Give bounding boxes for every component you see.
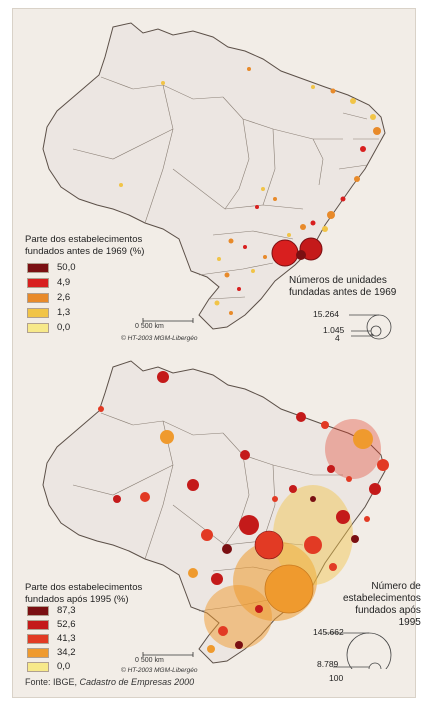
legend-item: 4,9: [27, 277, 70, 288]
brazil-map-1969: [42, 22, 392, 340]
scale-label: 0 500 km: [135, 657, 164, 664]
legend-item: 50,0: [27, 262, 76, 273]
legend-value: 2,6: [57, 292, 71, 303]
source-note: Fonte: IBGE, Cadastro de Empresas 2000: [25, 677, 195, 687]
brazil-map-1995: [42, 360, 392, 678]
legend-swatch: [27, 307, 49, 318]
scale-bar-2: [142, 652, 194, 657]
legend-item: 34,2: [27, 647, 76, 658]
legend-value: 1,3: [57, 307, 71, 318]
legend-swatch: [27, 292, 49, 303]
legend-swatch: [27, 322, 49, 333]
legend-swatch: [27, 661, 49, 672]
legend-title-1995: Parte dos estabelecimentos fundados após…: [25, 582, 143, 605]
legend-title-1969: Parte dos estabelecimentos fundados ante…: [25, 234, 145, 257]
circle-size-legend-1: [349, 314, 392, 340]
legend-value: 87,3: [57, 605, 76, 616]
legend-item: 87,3: [27, 605, 76, 616]
legend-item: 52,6: [27, 619, 76, 630]
scale-label: 0 500 km: [135, 323, 164, 330]
legend-item: 41,3: [27, 633, 76, 644]
legend-swatch: [27, 262, 49, 273]
legend-item: 0,0: [27, 661, 70, 672]
legend-swatch: [27, 647, 49, 658]
circle-value-medium: 8.789: [317, 659, 339, 669]
map-credit: © HT-2003 MGM-Libergéo: [121, 335, 198, 342]
establishment-markers-1969: [119, 67, 381, 315]
circle-value-small: 4: [335, 333, 340, 343]
establishment-markers-1995: [98, 371, 389, 653]
circle-legend-title-1995: Número de estabelecimentos fundados após…: [343, 581, 421, 628]
scale-bar-1: [142, 318, 194, 323]
circle-value-large: 145.662: [313, 627, 344, 637]
legend-value: 0,0: [57, 322, 71, 333]
legend-value: 50,0: [57, 262, 76, 273]
legend-item: 2,6: [27, 292, 70, 303]
circle-legend-title-1969: Números de unidades fundadas antes de 19…: [289, 275, 397, 298]
legend-value: 41,3: [57, 633, 76, 644]
legend-item: 0,0: [27, 322, 70, 333]
legend-swatch: [27, 633, 49, 644]
circle-value-small: 100: [329, 673, 344, 683]
map-credit: © HT-2003 MGM-Libergéo: [121, 667, 198, 674]
legend-value: 52,6: [57, 619, 76, 630]
legend-value: 34,2: [57, 647, 76, 658]
map-before-1969: Parte dos estabelecimentos fundados ante…: [13, 9, 415, 349]
legend-swatch: [27, 619, 49, 630]
map-after-1995: Parte dos estabelecimentos fundados após…: [13, 349, 421, 678]
legend-value: 0,0: [57, 661, 71, 672]
circle-value-medium: 1.045: [323, 325, 345, 335]
circle-value-large: 15.264: [313, 309, 339, 319]
figure-page: Parte dos estabelecimentos fundados ante…: [12, 8, 421, 698]
legend-swatch: [27, 605, 49, 616]
legend-value: 4,9: [57, 277, 71, 288]
legend-swatch: [27, 277, 49, 288]
legend-item: 1,3: [27, 307, 70, 318]
